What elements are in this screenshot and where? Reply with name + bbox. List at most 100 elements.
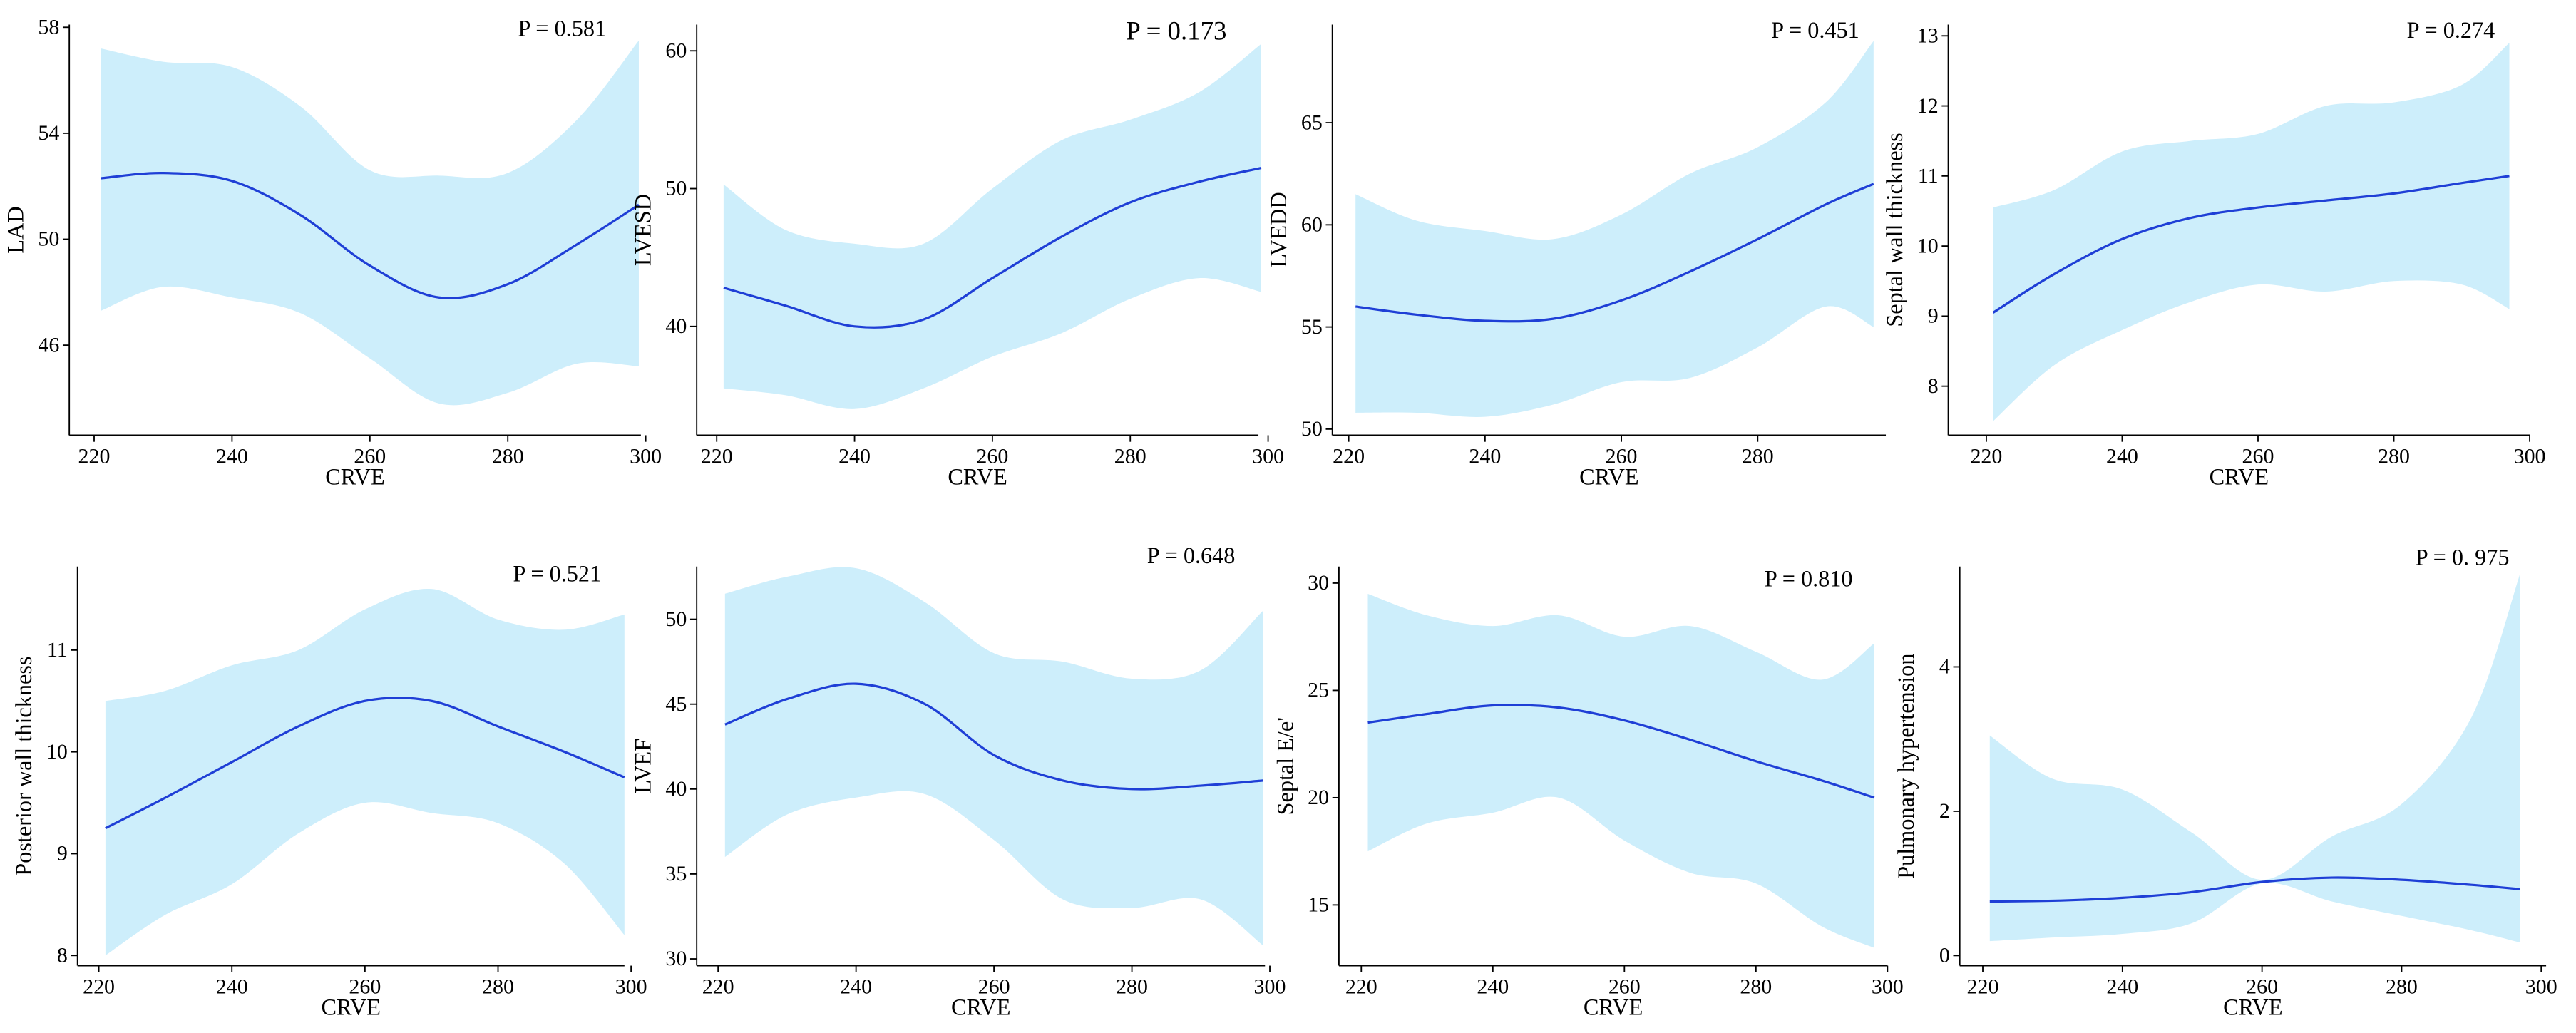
y-tick-label: 55 bbox=[1301, 315, 1323, 339]
trend-line bbox=[723, 166, 1262, 329]
y-tick-label: 15 bbox=[1308, 893, 1329, 917]
x-tick-label: 220 bbox=[1333, 445, 1365, 468]
y-tick-label: 58 bbox=[38, 15, 59, 38]
x-tick-label: 280 bbox=[492, 445, 524, 468]
annotation: P = 0.581 bbox=[518, 16, 606, 41]
y-tick-label: 65 bbox=[1301, 111, 1323, 134]
confidence-band bbox=[1993, 43, 2510, 421]
x-tick-label: 240 bbox=[840, 975, 872, 999]
x-axis-label: CRVE bbox=[1584, 995, 1643, 1020]
annotation: P = 0.274 bbox=[2407, 17, 2495, 43]
y-tick-label: 60 bbox=[665, 38, 687, 62]
x-tick-label: 220 bbox=[702, 975, 734, 999]
trend-line bbox=[1989, 876, 2521, 903]
x-tick-label: 220 bbox=[1967, 975, 1999, 999]
trend-line bbox=[105, 697, 625, 830]
confidence-band bbox=[101, 40, 639, 406]
x-tick-label: 260 bbox=[349, 975, 381, 999]
x-axis-label: CRVE bbox=[2223, 995, 2282, 1020]
confidence-band bbox=[723, 43, 1261, 409]
y-axis-label: Posterior wall thickness bbox=[11, 657, 36, 876]
x-tick-label: 220 bbox=[701, 445, 733, 468]
y-tick-label: 11 bbox=[1918, 164, 1939, 187]
y-tick-label: 10 bbox=[46, 740, 68, 764]
y-tick-label: 40 bbox=[665, 777, 687, 801]
trend-line bbox=[724, 682, 1263, 791]
y-tick-label: 50 bbox=[665, 607, 687, 631]
x-tick-label: 240 bbox=[216, 975, 248, 999]
x-tick-label: 300 bbox=[1252, 445, 1284, 468]
confidence-band bbox=[1367, 593, 1874, 948]
x-tick-label: 240 bbox=[838, 445, 871, 468]
y-axis-label: LAD bbox=[3, 206, 29, 253]
x-tick-label: 220 bbox=[1970, 445, 2002, 468]
y-axis-label: LVEDD bbox=[1266, 192, 1291, 267]
y-tick-label: 50 bbox=[665, 177, 687, 200]
y-tick-label: 35 bbox=[665, 862, 687, 885]
x-tick-label: 300 bbox=[2514, 445, 2546, 468]
confidence-band bbox=[1355, 41, 1874, 418]
annotation: P = 0.521 bbox=[513, 560, 602, 586]
x-tick-label: 260 bbox=[1608, 975, 1641, 999]
y-tick-label: 46 bbox=[38, 333, 59, 356]
x-tick-label: 300 bbox=[2525, 975, 2557, 999]
trend-line bbox=[1355, 183, 1874, 323]
y-tick-label: 9 bbox=[57, 842, 68, 865]
annotation: P = 0.451 bbox=[1771, 17, 1859, 43]
x-tick-label: 300 bbox=[1254, 975, 1286, 999]
x-tick-label: 260 bbox=[1606, 445, 1638, 468]
x-tick-label: 260 bbox=[2246, 975, 2278, 999]
y-tick-label: 11 bbox=[47, 638, 68, 662]
x-tick-label: 240 bbox=[1477, 975, 1509, 999]
y-tick-label: 20 bbox=[1308, 786, 1329, 809]
trend-line bbox=[1992, 175, 2510, 314]
annotation: P = 0.648 bbox=[1147, 543, 1236, 568]
panel: 30 35 40 45 50 220 240 260 280 300 CRVE LVEF P = 0.6… bbox=[630, 543, 1286, 1020]
confidence-band bbox=[105, 588, 625, 956]
panel: 46 50 54 58 220 240 260 280 300 CRVE LAD P = 0.581 bbox=[3, 15, 662, 489]
y-tick-label: 25 bbox=[1308, 679, 1329, 702]
x-axis-label: CRVE bbox=[322, 995, 381, 1020]
trend-line bbox=[1367, 704, 1875, 799]
x-axis-label: CRVE bbox=[2210, 464, 2269, 490]
y-tick-label: 8 bbox=[57, 943, 68, 967]
x-tick-label: 280 bbox=[1742, 445, 1774, 468]
y-axis-label: LVESD bbox=[630, 194, 656, 266]
trend-line bbox=[101, 172, 640, 299]
annotation: P = 0. 975 bbox=[2416, 544, 2510, 570]
x-tick-label: 220 bbox=[83, 975, 115, 999]
panel: 40 50 60 220 240 260 280 300 CRVE LVESD P = 0.173 bbox=[630, 16, 1284, 489]
x-tick-label: 280 bbox=[1740, 975, 1772, 999]
x-tick-label: 260 bbox=[976, 445, 1008, 468]
x-tick-label: 280 bbox=[482, 975, 514, 999]
y-tick-label: 2 bbox=[1939, 799, 1950, 823]
y-tick-label: 30 bbox=[1308, 571, 1329, 595]
x-tick-label: 240 bbox=[1469, 445, 1501, 468]
x-tick-label: 280 bbox=[2386, 975, 2418, 999]
y-tick-label: 50 bbox=[1301, 417, 1323, 441]
y-tick-label: 0 bbox=[1939, 944, 1950, 967]
x-tick-label: 300 bbox=[615, 975, 647, 999]
y-tick-label: 4 bbox=[1939, 655, 1950, 679]
annotation: P = 0.173 bbox=[1126, 16, 1226, 45]
y-axis-label: LVEF bbox=[630, 739, 656, 794]
x-tick-label: 240 bbox=[2106, 445, 2138, 468]
x-tick-label: 280 bbox=[1114, 445, 1146, 468]
x-tick-label: 300 bbox=[630, 445, 662, 468]
x-tick-label: 220 bbox=[78, 445, 111, 468]
x-tick-label: 240 bbox=[2106, 975, 2138, 999]
y-tick-label: 8 bbox=[1928, 374, 1939, 398]
x-axis-label: CRVE bbox=[325, 464, 384, 490]
y-tick-label: 30 bbox=[665, 947, 687, 970]
x-tick-label: 260 bbox=[2242, 445, 2274, 468]
x-axis-label: CRVE bbox=[951, 995, 1010, 1020]
y-tick-label: 13 bbox=[1917, 24, 1939, 47]
x-tick-label: 280 bbox=[2378, 445, 2410, 468]
x-tick-label: 280 bbox=[1116, 975, 1148, 999]
x-tick-label: 240 bbox=[216, 445, 248, 468]
x-tick-label: 260 bbox=[354, 445, 386, 468]
y-axis-label: Pulmonary hypertension bbox=[1893, 654, 1919, 879]
panel: 8 9 10 11 12 13 220 240 260 280 300 CRVE Septal wall… bbox=[1882, 17, 2545, 490]
